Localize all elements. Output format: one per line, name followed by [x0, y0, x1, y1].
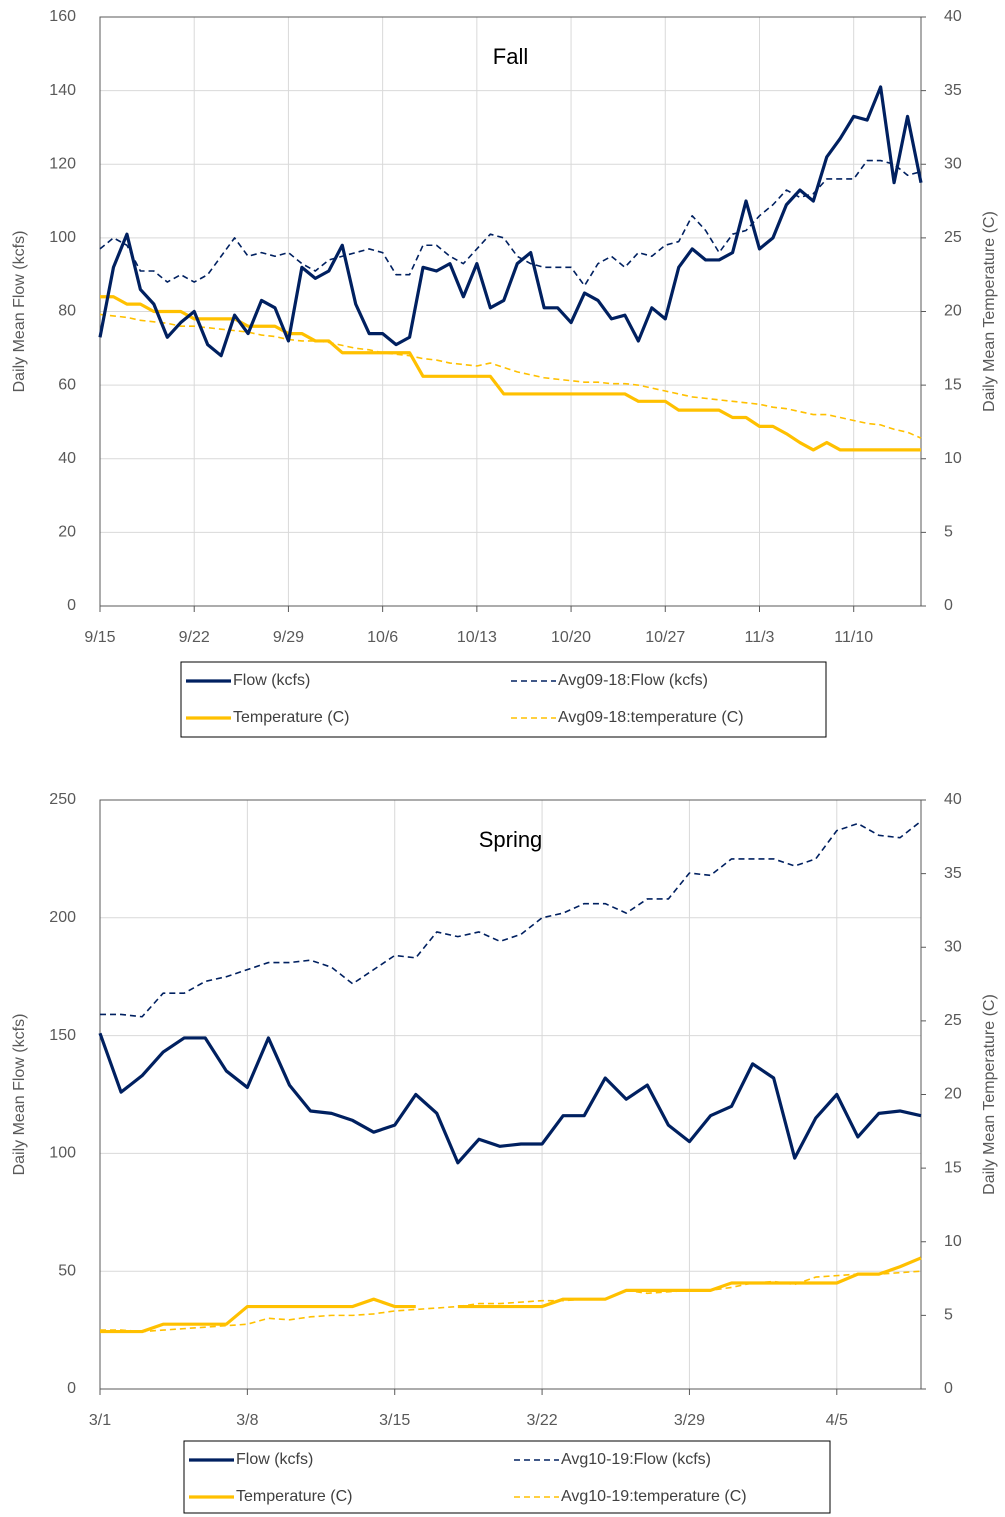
y-tick-label: 120	[49, 155, 76, 172]
y2-tick-label: 5	[944, 524, 953, 541]
x-tick-label: 10/20	[551, 629, 591, 646]
y-tick-label: 100	[49, 229, 76, 246]
x-tick-label: 11/3	[745, 629, 775, 646]
y-tick-label: 20	[58, 524, 76, 541]
x-tick-label: 4/5	[826, 1412, 848, 1429]
avg-line	[100, 820, 922, 1018]
x-tick-label: 9/29	[273, 629, 304, 646]
y-tick-label: 200	[49, 909, 76, 926]
legend-label: Flow (kcfs)	[236, 1451, 313, 1468]
y2-tick-label: 20	[944, 1086, 962, 1103]
x-tick-label: 9/15	[84, 629, 115, 646]
y2-tick-label: 40	[944, 8, 962, 25]
y-tick-label: 250	[49, 791, 76, 808]
y-tick-label: 40	[58, 450, 76, 467]
chart-title: Fall	[493, 44, 528, 69]
x-tick-label: 9/22	[179, 629, 210, 646]
legend-label: Flow (kcfs)	[233, 672, 310, 689]
y2-tick-label: 30	[944, 155, 962, 172]
y2-tick-label: 0	[944, 1380, 953, 1397]
y2-tick-label: 20	[944, 303, 962, 320]
y2-tick-label: 25	[944, 229, 962, 246]
x-tick-label: 3/15	[379, 1412, 410, 1429]
avg-line	[100, 1270, 922, 1333]
y2-tick-label: 35	[944, 82, 962, 99]
series-line	[98, 85, 923, 358]
y2-axis-title: Daily Mean Temperature (C)	[981, 211, 998, 412]
series-line	[98, 1032, 922, 1165]
x-tick-label: 10/6	[367, 629, 398, 646]
legend-box	[180, 661, 827, 738]
y2-axis-title: Daily Mean Temperature (C)	[981, 994, 998, 1195]
y2-tick-label: 40	[944, 791, 962, 808]
y2-tick-label: 5	[944, 1307, 953, 1324]
y-tick-label: 150	[49, 1027, 76, 1044]
y2-tick-label: 15	[944, 376, 962, 393]
legend-label: Avg10-19:Flow (kcfs)	[561, 1451, 711, 1468]
legend-label: Avg09-18:Flow (kcfs)	[558, 672, 708, 689]
y-tick-label: 80	[58, 303, 76, 320]
y-axis-title: Daily Mean Flow (kcfs)	[11, 231, 28, 393]
y-tick-label: 60	[58, 376, 76, 393]
x-tick-label: 3/29	[674, 1412, 705, 1429]
legend-label: Temperature (C)	[236, 1488, 352, 1505]
x-tick-label: 10/27	[645, 629, 685, 646]
avg-line	[99, 313, 922, 439]
y-tick-label: 50	[58, 1262, 76, 1279]
y-tick-label: 160	[49, 8, 76, 25]
y2-tick-label: 10	[944, 1233, 962, 1250]
series-line	[100, 1256, 922, 1334]
chart-title: Spring	[479, 827, 543, 852]
legend-label: Avg10-19:temperature (C)	[561, 1488, 747, 1505]
y2-tick-label: 35	[944, 865, 962, 882]
y-tick-label: 140	[49, 82, 76, 99]
x-tick-label: 10/13	[457, 629, 497, 646]
y-tick-label: 100	[49, 1145, 76, 1162]
legend-label: Temperature (C)	[233, 709, 349, 726]
y-tick-label: 0	[67, 597, 76, 614]
y2-tick-label: 10	[944, 450, 962, 467]
x-tick-label: 3/22	[527, 1412, 558, 1429]
y-axis-title: Daily Mean Flow (kcfs)	[11, 1014, 28, 1176]
x-tick-label: 11/10	[834, 629, 873, 646]
y2-tick-label: 0	[944, 597, 953, 614]
series-line	[100, 295, 921, 452]
x-tick-label: 3/8	[236, 1412, 258, 1429]
avg-line	[99, 159, 922, 287]
y2-tick-label: 30	[944, 938, 962, 955]
plot-frame	[99, 799, 922, 1390]
plot-frame	[99, 16, 922, 607]
y2-tick-label: 15	[944, 1159, 962, 1176]
y2-tick-label: 25	[944, 1012, 962, 1029]
legend-box	[183, 1440, 831, 1514]
y-tick-label: 0	[67, 1380, 76, 1397]
x-tick-label: 3/1	[89, 1412, 111, 1429]
legend-label: Avg09-18:temperature (C)	[558, 709, 744, 726]
